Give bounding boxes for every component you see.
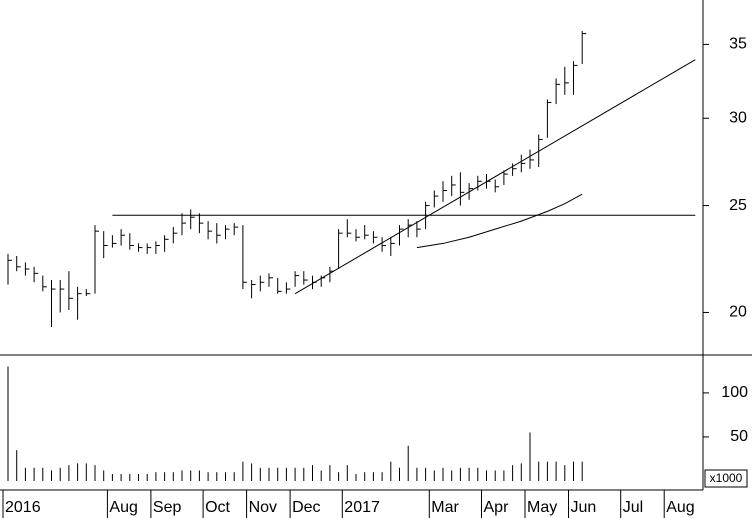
trend-line [416,193,583,249]
x-tick-label: Dec [292,499,320,516]
x-tick-label: Aug [666,499,694,516]
trend-line [294,59,696,295]
x-tick-label: Jul [623,499,643,516]
unit-box [704,469,748,488]
x-tick-label: Nov [249,499,277,516]
volume-tick-label: 50 [730,428,748,445]
x-tick-label: Jun [571,499,597,516]
x-tick-label: Oct [205,499,230,516]
y-tick-label: 30 [729,109,747,126]
volume-tick-label: 100 [721,384,748,401]
y-tick-label: 20 [729,304,747,321]
x-tick-label: Mar [431,499,459,516]
y-tick-label: 25 [729,197,747,214]
x-tick-label: Sep [153,499,182,516]
x-tick-label: 2016 [5,499,41,516]
x-tick-label: May [527,499,557,516]
x-tick-label: Aug [109,499,137,516]
y-tick-label: 35 [729,36,747,53]
x-tick-label: Apr [484,499,510,516]
volume-unit-label: x1000 [710,471,743,485]
x-tick-label: 2017 [344,499,380,516]
